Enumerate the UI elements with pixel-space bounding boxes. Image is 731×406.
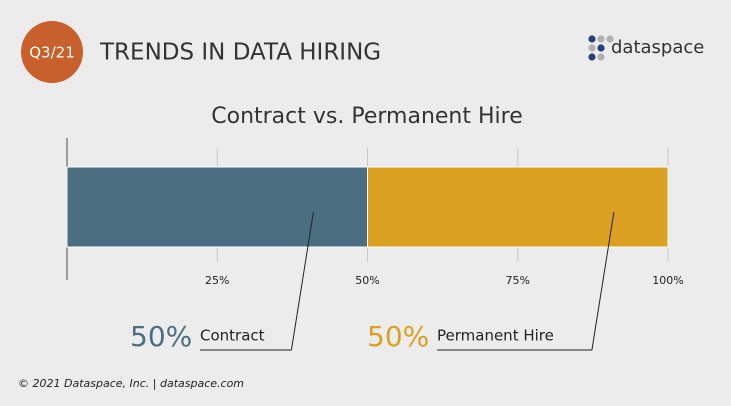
badge <box>21 21 83 83</box>
bar-segment <box>367 166 669 248</box>
footer: © 2021 Dataspace, Inc. | dataspace.com <box>18 377 244 390</box>
legend-label: Permanent Hire <box>437 327 554 345</box>
value-label: 50% <box>130 320 192 353</box>
x-tick-label: 25% <box>205 274 229 287</box>
value-label: 50% <box>367 320 429 353</box>
header-title: TRENDS IN DATA HIRING <box>99 40 381 66</box>
bar-segment <box>66 166 368 248</box>
logo-text: dataspace <box>611 37 704 58</box>
logo-dots <box>588 35 614 61</box>
legend-label: Contract <box>200 327 265 345</box>
chart-title: Contract vs. Permanent Hire <box>211 104 522 129</box>
badge-text: Q3/21 <box>29 44 75 62</box>
leader-line <box>437 211 615 351</box>
x-tick-label: 75% <box>506 274 530 287</box>
leader-line <box>200 211 314 351</box>
x-tick-label: 100% <box>652 274 683 287</box>
x-tick-label: 50% <box>355 274 379 287</box>
